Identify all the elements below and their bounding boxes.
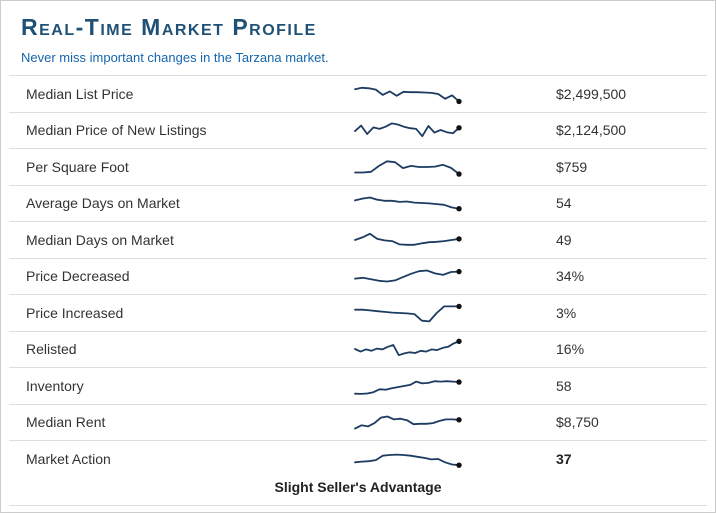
sparkline-end-dot [455,125,462,131]
row-sparkline [351,262,466,290]
row-label: Market Action [26,450,111,467]
sparkline-end-dot [455,269,462,275]
row-sparkline [351,153,466,181]
market-action-caption: Slight Seller's Advantage [274,478,442,495]
row-value: $8,750 [556,414,599,431]
table-row: Median List Price $2,499,500 [9,75,707,112]
table-row: Price Increased 3% [9,294,707,331]
row-value: $2,124,500 [556,122,627,139]
row-sparkline [351,372,466,400]
page-subtitle: Never miss important changes in the Tarz… [21,50,329,65]
table-row: Median Price of New Listings $2,124,500 [9,111,707,149]
row-sparkline [351,80,466,108]
row-sparkline [351,116,466,144]
sparkline-chart [353,269,462,283]
sparkline-chart [353,415,462,430]
row-value: $759 [556,158,588,175]
sparkline-end-dot [455,417,462,423]
row-label: Average Days on Market [26,195,180,212]
row-value: 16% [556,341,585,358]
sparkline-chart [353,196,462,212]
row-sparkline [351,408,466,436]
sparkline-chart [353,86,462,104]
row-value: 34% [556,268,585,285]
sparkline-chart [353,379,462,395]
row-label: Price Increased [26,304,124,321]
sparkline-end-dot [455,303,462,309]
sparkline-end-dot [455,171,462,177]
sparkline-chart [353,122,462,138]
row-label: Relisted [26,341,77,358]
row-label: Per Square Foot [26,158,129,175]
sparkline-end-dot [455,379,462,385]
sparkline-chart [353,160,462,177]
sparkline-end-dot [455,235,462,242]
row-label: Median List Price [26,85,134,102]
row-label: Median Days on Market [26,231,174,248]
table-row: Median Rent $8,750 [9,403,707,441]
table-row: Market Action 37 [9,440,707,477]
table-row: Price Decreased 34% [9,257,707,295]
row-sparkline [351,335,466,363]
table-row: Per Square Foot $759 [9,148,707,185]
row-sparkline [351,189,466,217]
row-value: 3% [556,304,577,321]
row-sparkline [351,299,466,327]
sparkline-end-dot [455,206,462,212]
sparkline-chart [353,232,462,246]
row-value: $2,499,500 [556,85,627,102]
sparkline-end-dot [455,462,462,468]
sparkline-chart [353,303,462,323]
table-row: Average Days on Market 54 [9,184,707,222]
row-value: 49 [556,231,572,248]
row-value: 58 [556,377,572,394]
row-label: Median Rent [26,414,106,431]
market-metrics-table: Median List Price $2,499,500 Median Price … [9,75,707,506]
table-row: Relisted 16% [9,330,707,368]
row-label: Price Decreased [26,268,130,285]
sparkline-chart [353,453,462,468]
sparkline-end-dot [455,338,462,345]
row-value: 37 [556,450,572,467]
sparkline-end-dot [455,98,462,104]
row-label: Median Price of New Listings [26,122,207,139]
row-sparkline [351,445,466,473]
table-row: Inventory 58 [9,367,707,404]
row-value: 54 [556,195,572,212]
table-row: Median Days on Market 49 [9,221,707,258]
row-sparkline [351,226,466,254]
row-label: Inventory [26,377,84,394]
sparkline-chart [353,338,462,357]
page-title: Real-Time Market Profile [21,14,317,40]
